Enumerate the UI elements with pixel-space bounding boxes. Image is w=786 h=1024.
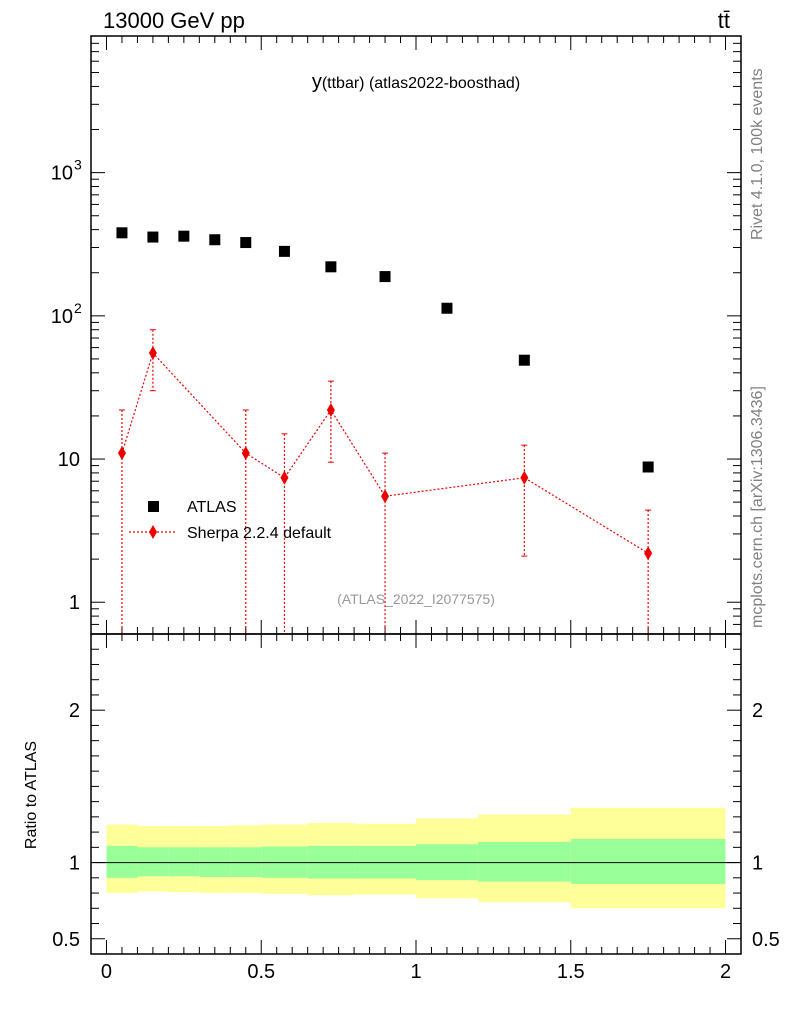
side-rivet-label: Rivet 4.1.0, 100k events	[749, 68, 766, 240]
ratio-y-tick-label-right: 2	[752, 700, 763, 722]
ratio-axis-ticks	[91, 633, 741, 955]
ratio-panel: 0.5 0.5 1 1 2 2 0 0.5 1 1.5 2 Ratio to ATLAS	[23, 633, 780, 983]
legend-atlas-label: ATLAS	[187, 499, 237, 516]
side-mcplots-label: mcplots.cern.ch [arXiv:1306.3436]	[749, 386, 766, 628]
ratio-y-tick-label-left: 2	[69, 700, 80, 722]
sherpa-point	[520, 470, 529, 485]
plot-title: y(ttbar) (atlas2022-boosthad)	[312, 71, 520, 93]
x-tick-label: 2	[720, 961, 731, 983]
ratio-y-axis-label: Ratio to ATLAS	[23, 741, 40, 849]
ratio-inner-band	[168, 847, 200, 877]
atlas-point	[209, 234, 221, 246]
sherpa-point	[117, 446, 126, 461]
sherpa-point	[148, 346, 157, 361]
ratio-inner-band	[137, 847, 169, 877]
sherpa-line	[121, 351, 649, 554]
atlas-point	[441, 302, 453, 314]
sherpa-series	[117, 329, 653, 634]
sherpa-point	[280, 470, 289, 485]
main-y-tick-label: 10	[58, 449, 80, 471]
main-plot-frame	[90, 35, 742, 635]
main-y-tick-exponent: 2	[74, 300, 82, 316]
atlas-point	[379, 271, 391, 283]
legend-sherpa-label: Sherpa 2.2.4 default	[187, 525, 332, 542]
atlas-point	[116, 227, 128, 239]
plot-title-sub: (ttbar) (atlas2022-boosthad)	[322, 75, 520, 92]
atlas-point	[278, 245, 290, 257]
atlas-point	[147, 231, 159, 243]
analysis-watermark: (ATLAS_2022_I2077575)	[337, 591, 495, 607]
ratio-y-tick-label-right: 1	[752, 853, 763, 875]
atlas-point	[642, 461, 654, 473]
header-process-label: tt̄	[718, 8, 730, 33]
legend-atlas-marker	[148, 501, 159, 512]
ratio-inner-band	[477, 842, 571, 882]
ratio-inner-band	[570, 838, 726, 884]
ratio-y-tick-label-left: 1	[69, 853, 80, 875]
main-axis-ticks	[91, 35, 741, 635]
header-energy-label: 13000 GeV pp	[103, 8, 245, 33]
sherpa-point	[241, 446, 250, 461]
main-y-tick-label: 1	[69, 592, 80, 614]
legend-sherpa-marker	[149, 525, 157, 539]
atlas-point	[325, 261, 337, 273]
atlas-series	[116, 227, 654, 473]
sherpa-point	[326, 403, 335, 418]
sherpa-point	[381, 489, 390, 504]
main-y-tick-label: 10	[51, 163, 73, 185]
ratio-y-tick-label-right: 0.5	[752, 929, 780, 951]
main-y-tick-exponent: 3	[74, 157, 82, 173]
x-tick-label: 0.5	[247, 961, 275, 983]
ratio-y-tick-label-left: 0.5	[52, 929, 80, 951]
x-tick-label: 1.5	[557, 961, 585, 983]
atlas-point	[518, 354, 530, 366]
ratio-y-tick-labels: 0.5 0.5 1 1 2 2	[52, 700, 780, 951]
x-tick-label: 0	[101, 961, 112, 983]
plot-title-main: y	[312, 71, 322, 93]
ratio-uncertainty-bands	[106, 807, 726, 909]
atlas-point	[178, 230, 190, 242]
ratio-inner-band	[106, 845, 138, 878]
x-tick-labels: 0 0.5 1 1.5 2	[101, 961, 731, 983]
sherpa-point	[644, 546, 653, 561]
main-y-tick-label: 10	[51, 306, 73, 328]
atlas-point	[240, 237, 252, 249]
x-tick-label: 1	[410, 961, 421, 983]
legend: ATLAS Sherpa 2.2.4 default	[129, 499, 332, 542]
